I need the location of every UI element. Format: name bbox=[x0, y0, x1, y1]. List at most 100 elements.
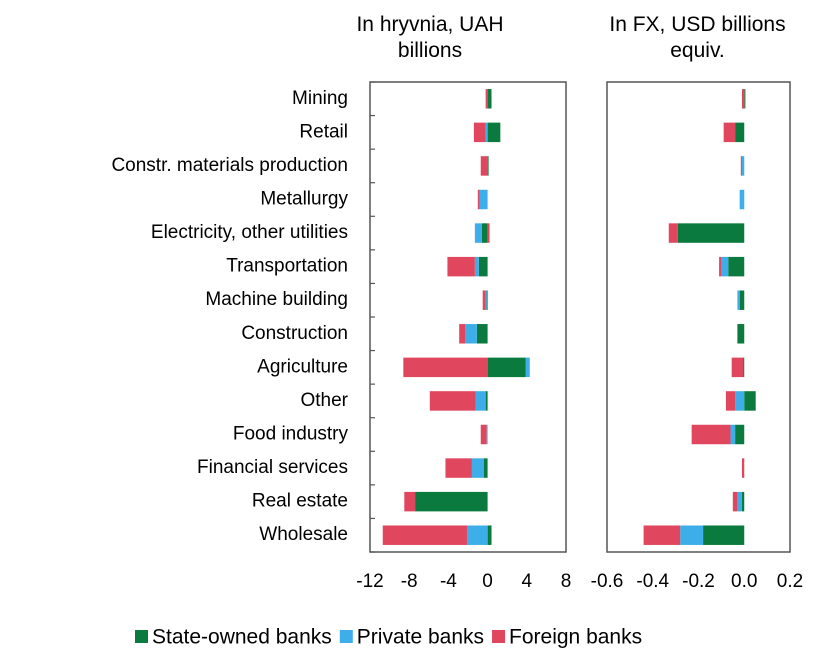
bar-segment bbox=[485, 122, 488, 143]
legend-label: Foreign banks bbox=[509, 626, 642, 649]
bar-segment bbox=[487, 525, 492, 545]
bar-segment bbox=[471, 458, 484, 478]
bar-segment bbox=[482, 290, 486, 310]
category-label: Transportation bbox=[226, 256, 348, 277]
bar-segment bbox=[739, 290, 745, 310]
bar-segment bbox=[485, 290, 487, 310]
bar-segment bbox=[480, 156, 488, 176]
bar-segment bbox=[486, 424, 488, 445]
plot-frame bbox=[369, 81, 567, 553]
category-label: Agriculture bbox=[257, 356, 348, 377]
bar-segment bbox=[703, 525, 745, 545]
legend-swatch bbox=[135, 630, 148, 643]
x-tick-label: -4 bbox=[440, 571, 457, 592]
bar-segment bbox=[486, 290, 488, 310]
category-label: Electricity, other utilities bbox=[151, 222, 348, 243]
bar-segment bbox=[691, 424, 731, 445]
bar-segment bbox=[680, 525, 704, 545]
bar-segment bbox=[445, 458, 472, 478]
bar-segment bbox=[475, 391, 486, 411]
category-label: Food industry bbox=[233, 424, 349, 445]
category-label: Retail bbox=[299, 121, 348, 142]
x-tick-label: 4 bbox=[522, 571, 533, 592]
legend-swatch bbox=[492, 630, 506, 643]
bar-segment bbox=[731, 357, 744, 378]
bar-segment bbox=[721, 256, 729, 277]
category-label: Other bbox=[300, 390, 348, 411]
bar-segment bbox=[477, 189, 480, 210]
category-label: Metallurgy bbox=[260, 189, 348, 210]
bar-segment bbox=[467, 525, 488, 545]
bar-segment bbox=[485, 89, 488, 109]
bar-segment bbox=[479, 189, 488, 210]
bar-segment bbox=[474, 223, 482, 243]
category-label: Financial services bbox=[197, 457, 348, 478]
bar-segment bbox=[476, 324, 488, 344]
x-tick-label: 0 bbox=[482, 571, 493, 592]
bar-segment bbox=[487, 357, 526, 378]
bar-segment bbox=[403, 357, 488, 378]
x-tick-label: -0.6 bbox=[591, 571, 624, 592]
category-label: Wholesale bbox=[259, 524, 348, 545]
x-tick-label: -0.2 bbox=[682, 571, 715, 592]
bar-segment bbox=[415, 491, 488, 512]
bar-segment bbox=[723, 122, 736, 143]
bar-segment bbox=[643, 525, 681, 545]
bar-segment bbox=[735, 122, 745, 143]
category-label: Machine building bbox=[205, 289, 348, 310]
bar-segment bbox=[739, 189, 745, 210]
legend-label: Private banks bbox=[357, 626, 484, 649]
x-tick-label: 8 bbox=[561, 571, 572, 592]
bar-segment bbox=[737, 324, 745, 344]
bar-segment bbox=[487, 156, 489, 176]
x-tick-label: -12 bbox=[356, 571, 383, 592]
bar-segment bbox=[478, 256, 488, 277]
bar-segment bbox=[487, 223, 490, 243]
x-tick-label: 0.2 bbox=[777, 571, 803, 592]
panel-title: In hryvnia, UAH billions bbox=[356, 13, 504, 62]
bar-segment bbox=[668, 223, 678, 243]
bar-segment bbox=[474, 256, 479, 277]
bar-segment bbox=[737, 491, 742, 512]
category-label: Real estate bbox=[252, 491, 348, 512]
plot-frame bbox=[606, 81, 791, 553]
bar-segment bbox=[725, 391, 736, 411]
bar-segment bbox=[740, 156, 742, 176]
bar-segment bbox=[447, 256, 475, 277]
category-label: Constr. materials production bbox=[111, 155, 348, 176]
bar-segment bbox=[483, 458, 488, 478]
bar-segment bbox=[429, 391, 476, 411]
category-label: Mining bbox=[292, 88, 348, 109]
legend-swatch bbox=[339, 630, 353, 643]
bar-segment bbox=[404, 491, 416, 512]
legend-label: State-owned banks bbox=[152, 626, 332, 649]
x-tick-label: 0.0 bbox=[731, 571, 757, 592]
bar-segment bbox=[473, 122, 486, 143]
bar-segment bbox=[459, 324, 466, 344]
bar-segment bbox=[741, 458, 745, 478]
bar-segment bbox=[487, 89, 492, 109]
bar-segment bbox=[382, 525, 468, 545]
bar-segment bbox=[525, 357, 530, 378]
bar-segment bbox=[744, 89, 746, 109]
bar-segment bbox=[481, 223, 488, 243]
bar-segment bbox=[744, 391, 756, 411]
category-label: Construction bbox=[241, 323, 348, 344]
bar-segment bbox=[735, 391, 745, 411]
bar-segment bbox=[465, 324, 477, 344]
x-tick-label: -8 bbox=[401, 571, 418, 592]
bar-segment bbox=[487, 122, 501, 143]
bar-segment bbox=[741, 89, 745, 109]
x-tick-label: -0.4 bbox=[636, 571, 669, 592]
bar-segment bbox=[485, 391, 488, 411]
bar-segment bbox=[735, 424, 745, 445]
bar-segment bbox=[728, 256, 745, 277]
bar-segment bbox=[732, 491, 738, 512]
bar-segment bbox=[730, 424, 736, 445]
bar-segment bbox=[741, 156, 745, 176]
bar-segment bbox=[743, 357, 745, 378]
bar-segment bbox=[719, 256, 722, 277]
bar-segment bbox=[737, 290, 740, 310]
